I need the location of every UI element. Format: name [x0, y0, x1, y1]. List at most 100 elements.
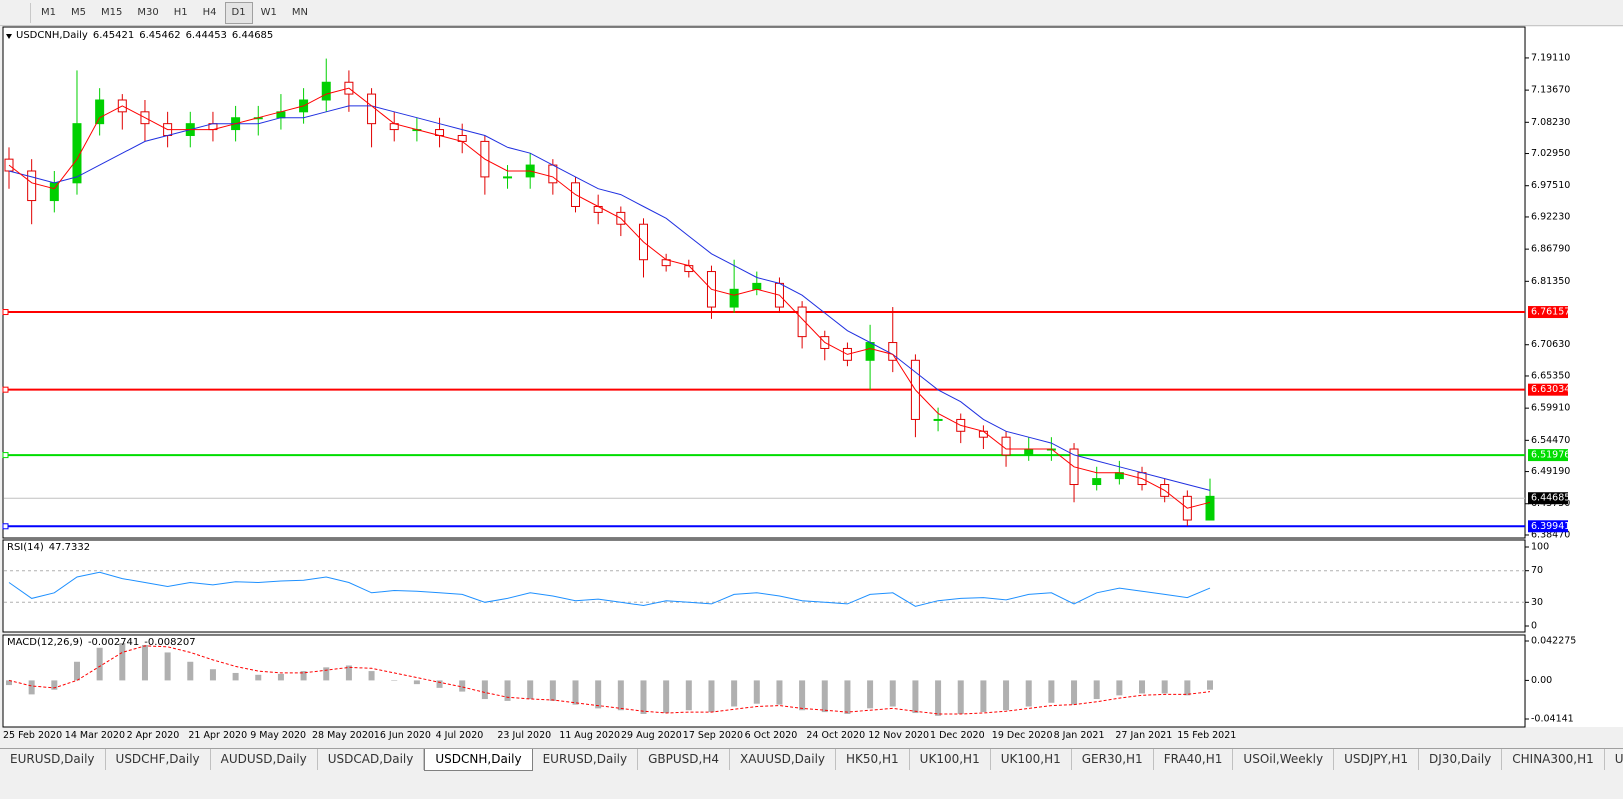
chart-tab[interactable]: USDCHF,Daily — [106, 749, 211, 770]
candle-body — [1205, 495, 1215, 521]
macd-bar — [957, 680, 964, 714]
candle-body — [978, 430, 988, 438]
macd-bar — [481, 680, 488, 700]
timeframe-button[interactable]: M30 — [137, 6, 159, 18]
quote-value: 6.45421 — [92, 30, 135, 41]
macd-bar — [119, 643, 126, 681]
moving-average-slow — [8, 105, 1211, 491]
timeframe-button[interactable]: D1 — [224, 1, 253, 24]
x-tick-label: 28 May 2020 — [312, 730, 374, 741]
y-tick-label: 100 — [1531, 542, 1549, 553]
level-label-box — [1528, 383, 1568, 396]
timeframe-button[interactable]: H1 — [173, 6, 188, 18]
quote-value: 6.44453 — [185, 30, 227, 41]
rsi-header: RSI(14) 47.7332 — [7, 542, 95, 553]
x-tick-label: 27 Jan 2021 — [1115, 730, 1173, 741]
rsi-line — [8, 571, 1211, 607]
macd-name: MACD(12,26,9) — [7, 637, 83, 648]
chart-tab[interactable]: USOil,Weekly — [1233, 749, 1335, 770]
y-tick-label: 6.81350 — [1531, 276, 1570, 287]
x-tick-label: 29 Aug 2020 — [621, 730, 682, 741]
chart-tab[interactable]: GER30,H1 — [1072, 749, 1154, 770]
level-handle — [2, 309, 9, 316]
x-tick-label: 8 Jan 2021 — [1053, 730, 1105, 741]
macd-bar — [685, 680, 692, 711]
timeframe-button[interactable]: W1 — [260, 6, 277, 18]
chart-tab[interactable]: EURUSD,Daily — [0, 749, 106, 770]
chart-tab[interactable]: DJ30,Daily — [1419, 749, 1503, 770]
candle-body — [27, 170, 37, 202]
chart-tab[interactable]: UK100,H1 — [910, 749, 991, 770]
macd-bar — [708, 680, 715, 713]
x-tick-label: 16 Jun 2020 — [373, 730, 431, 741]
timeframe-button[interactable]: M15 — [101, 6, 123, 18]
macd-bar — [345, 665, 352, 681]
chart-tabs: EURUSD,Daily USDCHF,Daily AUDUSD,Daily USDC… — [0, 748, 1623, 799]
chart-tab[interactable]: GBPUSD,H4 — [638, 749, 730, 770]
chart-tab[interactable]: EURUSD,Daily — [533, 749, 639, 770]
candle-body — [321, 81, 331, 101]
candle-body — [729, 288, 739, 308]
chart-tab[interactable]: CHINA300,H1 — [1502, 749, 1605, 770]
y-tick-label: 6.70630 — [1531, 339, 1570, 350]
timeframe-button[interactable]: M5 — [71, 6, 86, 18]
macd-bar — [980, 680, 987, 713]
candle-body — [593, 205, 603, 213]
macd-header: MACD(12,26,9) -0.002741 -0.008207 — [7, 637, 201, 648]
macd-bar — [1207, 680, 1213, 690]
y-tick-label: 6.59910 — [1531, 403, 1570, 414]
drawing-tools[interactable] — [0, 2, 31, 23]
level-handle — [2, 523, 9, 530]
chart-tab[interactable]: XAUUSD,Daily — [730, 749, 837, 770]
chart-tab[interactable]: AUDUSD,Daily — [211, 749, 318, 770]
level-handle — [2, 452, 9, 459]
macd-bar — [753, 680, 760, 704]
y-tick-label: 7.08230 — [1531, 117, 1570, 128]
macd-bar — [164, 652, 171, 681]
y-tick-label: 6.38470 — [1531, 529, 1570, 540]
macd-bar — [572, 680, 579, 705]
y-tick-label: 30 — [1531, 597, 1543, 608]
quote-value: 6.44685 — [231, 30, 274, 41]
x-tick-label: 23 Jul 2020 — [497, 730, 552, 741]
macd-bar — [595, 680, 602, 709]
timeframe-button[interactable]: H4 — [202, 6, 217, 18]
chart-tab[interactable]: USDCNH,Daily — [424, 749, 533, 771]
macd-bar — [527, 680, 534, 700]
timeframe-button[interactable]: MN — [291, 6, 308, 18]
y-tick-label: 6.92230 — [1531, 211, 1570, 222]
chart-tab[interactable]: HK50,H1 — [836, 749, 910, 770]
macd-bar — [1025, 680, 1032, 707]
x-tick-label: 19 Dec 2020 — [991, 730, 1053, 741]
chart-tab[interactable]: USDCAD,Daily — [318, 749, 425, 770]
x-tick-label: 12 Nov 2020 — [868, 730, 930, 741]
macd-bar — [413, 680, 420, 685]
macd-bar — [1184, 680, 1191, 696]
macd-bar — [1139, 680, 1146, 694]
macd-bar — [935, 680, 942, 716]
level-label-box — [1528, 520, 1568, 533]
main-panel — [2, 26, 1526, 539]
macd-bar — [232, 672, 239, 681]
macd-bar — [912, 680, 919, 714]
chart-tab[interactable]: USDJPY,H1 — [1334, 749, 1420, 770]
y-tick-label: 6.65350 — [1531, 370, 1570, 381]
macd-bar — [300, 671, 307, 681]
x-tick-label: 2 Apr 2020 — [126, 730, 180, 741]
candle-body — [1001, 436, 1011, 456]
candle-body — [548, 164, 558, 184]
macd-bar — [1116, 680, 1123, 696]
chart-tab[interactable]: UK100,H1 — [991, 749, 1072, 770]
chart-tab[interactable]: FRA40,H1 — [1154, 749, 1234, 770]
level-label: 6.51976 — [1531, 450, 1570, 461]
macd-bar — [459, 680, 466, 692]
y-tick-label: 7.13670 — [1531, 85, 1570, 96]
timeframe-button[interactable]: M1 — [41, 6, 56, 18]
panel-menu-icon[interactable] — [6, 34, 12, 39]
candle-body — [72, 123, 82, 184]
macd-bar — [28, 680, 35, 695]
chart-area: 7.19110 7.13670 7.08230 7.02950 6.97510 6.922… — [2, 26, 1623, 728]
candle-body — [367, 93, 377, 125]
chart-tab[interactable]: U — [1605, 749, 1623, 770]
candle-body — [752, 282, 762, 290]
